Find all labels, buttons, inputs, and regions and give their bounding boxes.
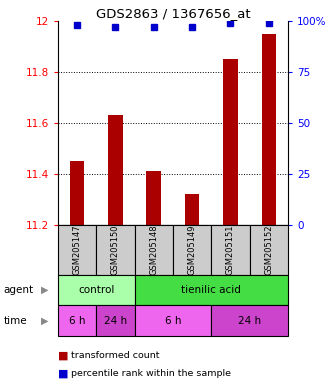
Bar xyxy=(135,275,288,305)
Bar xyxy=(211,305,288,336)
Text: GSM205150: GSM205150 xyxy=(111,224,120,275)
Text: 6 h: 6 h xyxy=(69,316,85,326)
Bar xyxy=(58,225,96,275)
Text: 24 h: 24 h xyxy=(104,316,127,326)
Bar xyxy=(96,305,135,336)
Text: ▶: ▶ xyxy=(41,285,48,295)
Text: time: time xyxy=(3,316,27,326)
Text: ▶: ▶ xyxy=(41,316,48,326)
Bar xyxy=(173,225,211,275)
Bar xyxy=(135,225,173,275)
Text: control: control xyxy=(78,285,115,295)
Text: tienilic acid: tienilic acid xyxy=(181,285,241,295)
Text: GSM205151: GSM205151 xyxy=(226,224,235,275)
Bar xyxy=(58,275,135,305)
Bar xyxy=(211,225,250,275)
Bar xyxy=(185,194,199,225)
Bar xyxy=(108,115,123,225)
Bar xyxy=(70,161,84,225)
Bar xyxy=(261,34,276,225)
Text: GSM205152: GSM205152 xyxy=(264,224,273,275)
Text: percentile rank within the sample: percentile rank within the sample xyxy=(71,369,231,378)
Text: ■: ■ xyxy=(58,368,69,378)
Bar xyxy=(147,171,161,225)
Text: GSM205149: GSM205149 xyxy=(188,224,197,275)
Text: GSM205147: GSM205147 xyxy=(72,224,82,275)
Text: 6 h: 6 h xyxy=(165,316,181,326)
Text: GSM205148: GSM205148 xyxy=(149,224,158,275)
Title: GDS2863 / 1367656_at: GDS2863 / 1367656_at xyxy=(96,7,250,20)
Text: 24 h: 24 h xyxy=(238,316,261,326)
Text: transformed count: transformed count xyxy=(71,351,160,361)
Bar xyxy=(250,225,288,275)
Text: agent: agent xyxy=(3,285,33,295)
Text: ■: ■ xyxy=(58,351,69,361)
Bar xyxy=(135,305,211,336)
Bar xyxy=(96,225,135,275)
Bar xyxy=(223,59,238,225)
Bar xyxy=(58,305,96,336)
